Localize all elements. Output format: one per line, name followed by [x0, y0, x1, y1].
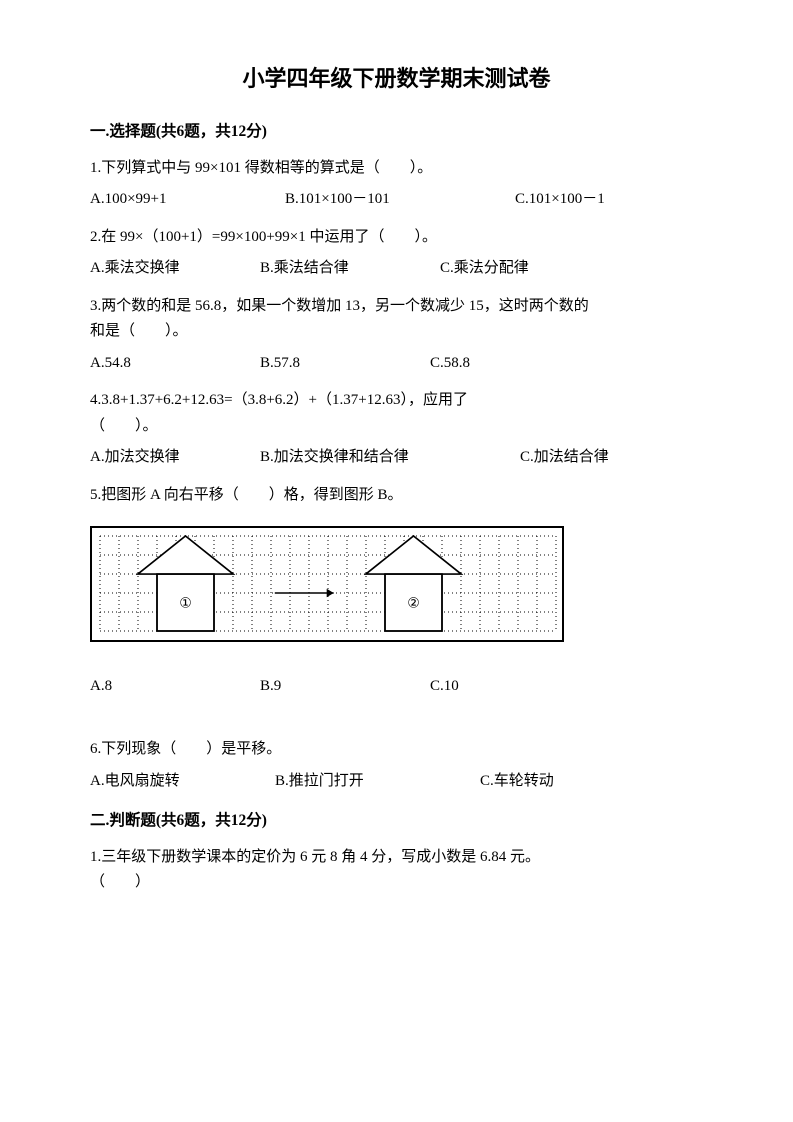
s2-q1-line2: （ ） — [90, 870, 703, 896]
q2-options: A.乘法交换律 B.乘法结合律 C.乘法分配律 — [90, 256, 703, 282]
q2-opt-b: B.乘法结合律 — [260, 256, 440, 282]
q6-opt-c: C.车轮转动 — [480, 769, 554, 795]
q4-opt-b: B.加法交换律和结合律 — [260, 445, 520, 471]
q4-options: A.加法交换律 B.加法交换律和结合律 C.加法结合律 — [90, 445, 703, 471]
q3-options: A.54.8 B.57.8 C.58.8 — [90, 351, 703, 377]
translation-diagram: ①② — [90, 526, 564, 642]
q4-line2: （ ）。 — [90, 414, 703, 440]
spacer — [90, 711, 703, 729]
s2-q1-line1: 1.三年级下册数学课本的定价为 6 元 8 角 4 分，写成小数是 6.84 元… — [90, 845, 703, 871]
section-1-heading: 一.选择题(共6题，共12分) — [90, 119, 703, 145]
q5-figure: ①② — [90, 526, 703, 652]
svg-text:②: ② — [407, 597, 420, 612]
q5-options: A.8 B.9 C.10 — [90, 674, 703, 700]
q3-opt-a: A.54.8 — [90, 351, 260, 377]
q6-options: A.电风扇旋转 B.推拉门打开 C.车轮转动 — [90, 769, 703, 795]
q2-opt-c: C.乘法分配律 — [440, 256, 529, 282]
exam-page: 小学四年级下册数学期末测试卷 一.选择题(共6题，共12分) 1.下列算式中与 … — [0, 0, 793, 1122]
section-2-heading: 二.判断题(共6题，共12分) — [90, 808, 703, 834]
q1-opt-c: C.101×100－1 — [515, 187, 605, 213]
q3-line1: 3.两个数的和是 56.8，如果一个数增加 13，另一个数减少 15，这时两个数… — [90, 294, 703, 320]
q1-opt-b: B.101×100－101 — [285, 187, 515, 213]
q5-opt-c: C.10 — [430, 674, 459, 700]
q1-text: 1.下列算式中与 99×101 得数相等的算式是（ ）。 — [90, 156, 703, 182]
q4-line1: 4.3.8+1.37+6.2+12.63=（3.8+6.2）+（1.37+12.… — [90, 388, 703, 414]
q3-line2: 和是（ ）。 — [90, 319, 703, 345]
q4-opt-c: C.加法结合律 — [520, 445, 609, 471]
q5-opt-a: A.8 — [90, 674, 260, 700]
q6-opt-a: A.电风扇旋转 — [90, 769, 275, 795]
svg-text:①: ① — [179, 597, 192, 612]
q6-opt-b: B.推拉门打开 — [275, 769, 480, 795]
q5-opt-b: B.9 — [260, 674, 430, 700]
q5-text: 5.把图形 A 向右平移（ ）格，得到图形 B。 — [90, 483, 703, 509]
q1-options: A.100×99+1 B.101×100－101 C.101×100－1 — [90, 187, 703, 213]
q1-opt-a: A.100×99+1 — [90, 187, 285, 213]
q6-text: 6.下列现象（ ）是平移。 — [90, 737, 703, 763]
page-title: 小学四年级下册数学期末测试卷 — [90, 60, 703, 97]
q3-opt-c: C.58.8 — [430, 351, 470, 377]
q3-opt-b: B.57.8 — [260, 351, 430, 377]
q2-text: 2.在 99×（100+1）=99×100+99×1 中运用了（ ）。 — [90, 225, 703, 251]
q4-opt-a: A.加法交换律 — [90, 445, 260, 471]
q2-opt-a: A.乘法交换律 — [90, 256, 260, 282]
